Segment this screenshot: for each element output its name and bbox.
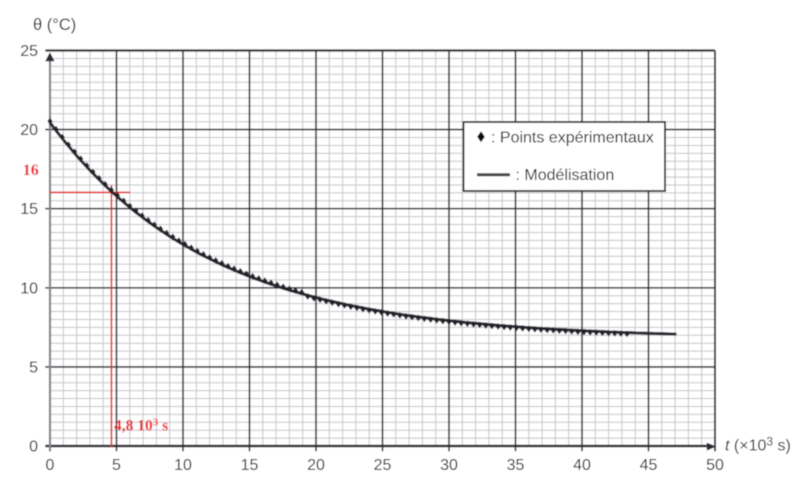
svg-text:16: 16 — [23, 162, 39, 179]
svg-text:45: 45 — [640, 457, 658, 474]
svg-text:15: 15 — [241, 457, 259, 474]
svg-text:5: 5 — [112, 457, 121, 474]
svg-text:10: 10 — [174, 457, 192, 474]
svg-text:35: 35 — [507, 457, 525, 474]
svg-text:10: 10 — [20, 280, 38, 297]
svg-text:50: 50 — [706, 457, 724, 474]
svg-text:0: 0 — [29, 439, 38, 456]
svg-text:25: 25 — [20, 43, 38, 60]
svg-text:: Points expérimentaux: : Points expérimentaux — [491, 129, 654, 146]
svg-text:40: 40 — [573, 457, 591, 474]
svg-text:t (×103 s): t (×103 s) — [725, 435, 791, 455]
svg-text:25: 25 — [374, 457, 392, 474]
svg-text:20: 20 — [20, 122, 38, 139]
svg-text:20: 20 — [307, 457, 325, 474]
svg-text:: Modélisation: : Modélisation — [516, 167, 615, 184]
svg-text:4,8 103 s: 4,8 103 s — [114, 417, 168, 435]
svg-text:30: 30 — [440, 457, 458, 474]
svg-text:θ (°C): θ (°C) — [33, 16, 76, 34]
svg-text:0: 0 — [46, 457, 55, 474]
svg-text:5: 5 — [29, 359, 38, 376]
svg-text:15: 15 — [20, 201, 38, 218]
